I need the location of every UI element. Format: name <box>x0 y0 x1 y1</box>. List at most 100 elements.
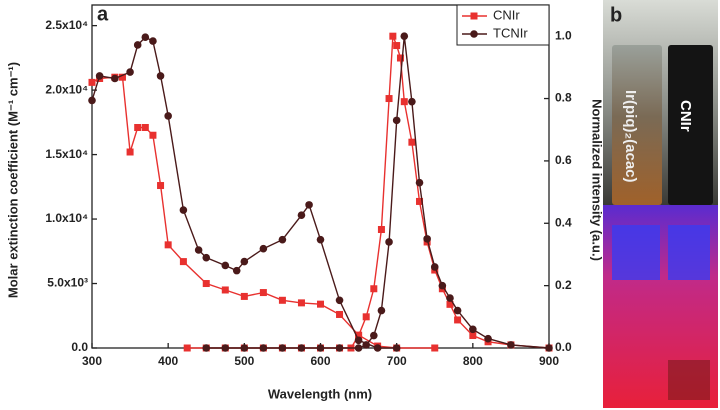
marker <box>156 72 165 80</box>
marker <box>373 344 382 352</box>
marker <box>202 280 210 288</box>
marker <box>232 266 241 275</box>
y2-tick-label: 0.4 <box>555 215 572 229</box>
marker <box>316 235 325 244</box>
marker <box>392 116 401 125</box>
marker <box>111 74 119 83</box>
marker <box>408 97 416 106</box>
legend-label: CNIr <box>493 7 520 22</box>
marker <box>430 263 439 271</box>
marker <box>454 316 462 324</box>
marker <box>240 292 248 300</box>
marker <box>335 344 344 352</box>
x-tick-label: 700 <box>387 354 407 368</box>
series-line <box>91 36 397 349</box>
marker <box>431 344 439 352</box>
marker <box>469 325 477 334</box>
legend-label: TCNIr <box>493 25 528 40</box>
x-tick-label: 500 <box>234 354 254 368</box>
photo-label: CNIr <box>677 100 694 132</box>
y2-tick-label: 0.0 <box>555 340 572 354</box>
marker <box>408 138 416 146</box>
photo-label: Ir(piq)₂(acac) <box>622 90 639 183</box>
marker <box>149 131 157 139</box>
legend-marker <box>470 12 478 20</box>
marker <box>259 289 267 297</box>
marker <box>126 68 134 76</box>
legend-box <box>456 4 550 46</box>
marker <box>317 300 324 308</box>
marker <box>278 235 287 244</box>
marker <box>416 197 424 205</box>
x-axis-label: Wavelength (nm) <box>268 386 372 401</box>
marker <box>335 296 344 305</box>
y-tick-label: 1.0x10⁴ <box>45 211 88 225</box>
marker <box>259 344 268 352</box>
marker <box>469 332 477 340</box>
marker <box>141 33 150 42</box>
marker <box>362 341 371 349</box>
marker <box>240 257 249 266</box>
panel-label: a <box>97 3 109 25</box>
photo <box>603 0 718 408</box>
panel-label: b <box>610 4 622 26</box>
marker <box>507 341 515 349</box>
marker <box>183 344 191 352</box>
y-tick-label: 2.5x10⁴ <box>45 18 88 32</box>
marker <box>377 226 385 234</box>
marker <box>446 294 454 302</box>
y2-tick-label: 0.2 <box>555 278 572 292</box>
marker <box>354 336 363 345</box>
marker <box>484 334 492 343</box>
marker <box>316 344 325 352</box>
marker <box>370 285 378 293</box>
marker <box>385 238 393 246</box>
marker <box>221 344 230 352</box>
y-tick-label: 0.0 <box>71 340 88 354</box>
legend-marker <box>470 30 478 38</box>
marker <box>278 344 287 352</box>
x-tick-label: 600 <box>310 354 330 368</box>
marker <box>415 178 424 187</box>
marker <box>126 148 134 156</box>
plot-frame <box>91 4 550 349</box>
marker <box>545 344 553 352</box>
marker <box>88 96 96 105</box>
marker <box>392 344 401 352</box>
marker <box>149 37 157 45</box>
x-tick-label: 800 <box>463 354 483 368</box>
marker <box>355 332 363 340</box>
marker <box>278 296 286 304</box>
x-tick-label: 400 <box>158 354 178 368</box>
marker <box>164 241 172 249</box>
y-tick-label: 2.0x10⁴ <box>45 82 88 96</box>
series-line <box>187 35 550 349</box>
marker <box>393 42 401 50</box>
marker <box>95 72 104 80</box>
marker <box>118 73 126 81</box>
marker <box>179 206 188 214</box>
marker <box>389 32 397 40</box>
marker <box>179 258 187 266</box>
x-tick-label: 900 <box>539 354 559 368</box>
marker <box>305 201 313 209</box>
marker <box>221 286 229 294</box>
marker <box>88 78 96 86</box>
series-line <box>206 36 550 349</box>
y-tick-label: 5.0x10³ <box>47 276 88 290</box>
marker <box>354 344 363 352</box>
y-tick-label: 1.5x10⁴ <box>45 147 88 161</box>
marker <box>446 300 454 308</box>
marker <box>202 344 211 352</box>
x-tick-label: 300 <box>82 354 102 368</box>
marker <box>377 306 386 315</box>
marker <box>133 41 142 49</box>
y-axis-label: Molar extinction coefficient (M⁻¹ cm⁻¹) <box>5 62 20 298</box>
marker <box>259 244 268 253</box>
marker <box>453 306 462 315</box>
marker <box>141 124 149 131</box>
marker <box>362 313 370 321</box>
marker <box>438 281 447 290</box>
marker <box>396 54 404 62</box>
